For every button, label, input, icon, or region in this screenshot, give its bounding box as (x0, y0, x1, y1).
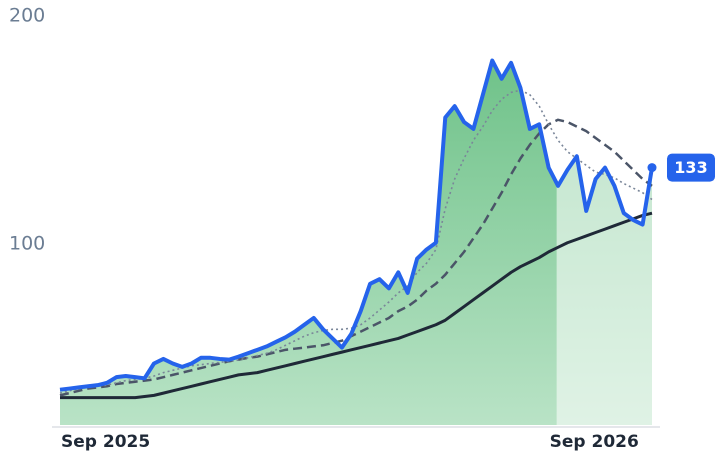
price-area (60, 60, 652, 426)
last-value-label: 133 (674, 158, 707, 177)
average-line (60, 211, 653, 400)
last-badge (667, 153, 715, 182)
y-tick-label: 200 (9, 5, 45, 27)
x-tick-label: Sep 2026 (550, 432, 639, 452)
price-line (59, 58, 654, 392)
last-point (647, 163, 657, 173)
x-tick-label: Sep 2025 (61, 432, 150, 452)
y-tick-label: 100 (9, 232, 45, 254)
average-line (59, 118, 653, 397)
